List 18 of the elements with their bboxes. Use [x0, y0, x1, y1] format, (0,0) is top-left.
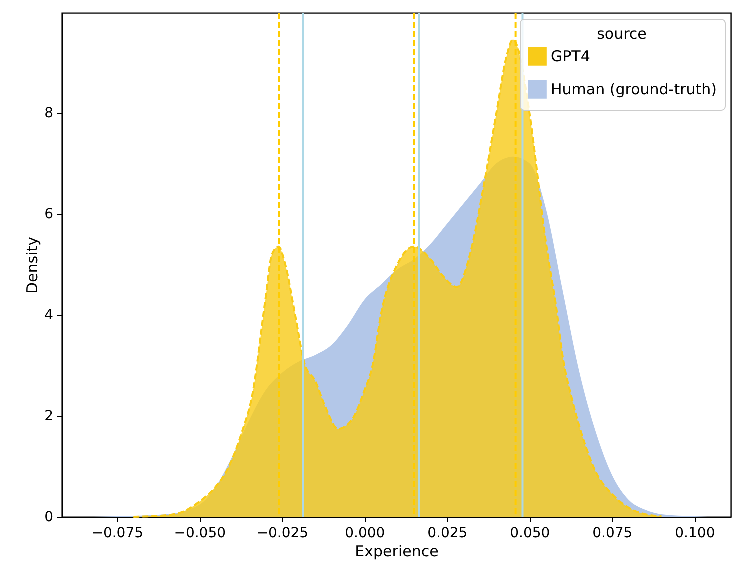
legend-title: source	[597, 25, 647, 43]
x-tick-label: 0.100	[675, 526, 716, 542]
x-tick-label: −0.050	[174, 526, 226, 542]
y-tick-label: 2	[44, 408, 54, 424]
y-tick-label: 0	[44, 510, 54, 526]
x-tick-label: −0.025	[256, 526, 309, 542]
x-axis-title: Experience	[355, 542, 439, 560]
x-tick-label: 0.050	[510, 526, 550, 542]
y-tick-label: 8	[44, 105, 54, 122]
x-tick-label: −0.075	[92, 526, 144, 542]
legend-label: Human (ground-truth)	[551, 80, 717, 98]
legend-label: GPT4	[551, 48, 590, 66]
y-axis-title: Density	[24, 236, 42, 294]
x-tick-label: 0.075	[592, 526, 633, 542]
y-tick-label: 4	[44, 307, 54, 324]
x-tick-label: 0.025	[428, 526, 468, 542]
x-tick-label: 0.000	[345, 526, 386, 542]
y-tick-label: 6	[44, 206, 54, 222]
